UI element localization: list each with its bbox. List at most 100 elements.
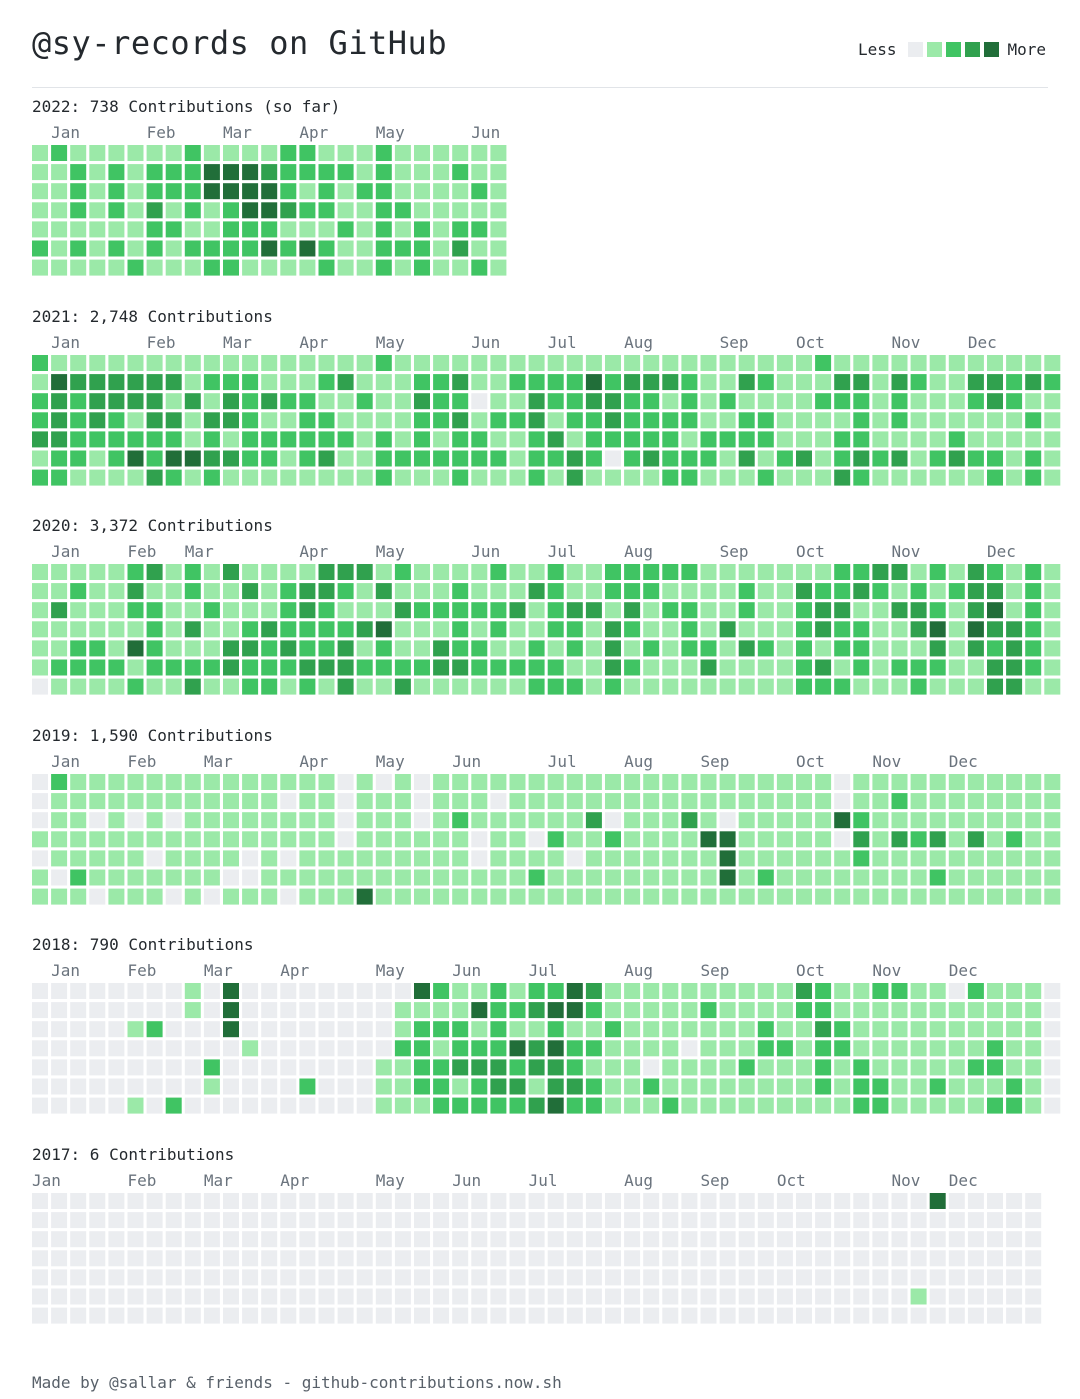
day-cell[interactable] (796, 1021, 812, 1038)
day-cell[interactable] (891, 469, 908, 486)
day-cell[interactable] (719, 811, 736, 828)
day-cell[interactable] (490, 430, 507, 447)
day-cell[interactable] (585, 1002, 602, 1019)
day-cell[interactable] (509, 1097, 526, 1114)
day-cell[interactable] (948, 1097, 965, 1114)
day-cell[interactable] (127, 1059, 144, 1076)
day-cell[interactable] (681, 1078, 698, 1095)
day-cell[interactable] (127, 869, 144, 885)
day-cell[interactable] (738, 659, 755, 676)
day-cell[interactable] (585, 678, 602, 695)
day-cell[interactable] (261, 1192, 278, 1209)
day-cell[interactable] (967, 773, 984, 790)
day-cell[interactable] (51, 811, 68, 828)
day-cell[interactable] (700, 564, 717, 580)
day-cell[interactable] (643, 1059, 660, 1076)
day-cell[interactable] (738, 1078, 755, 1095)
day-cell[interactable] (356, 811, 373, 828)
day-cell[interactable] (528, 792, 545, 809)
day-cell[interactable] (337, 602, 354, 619)
day-cell[interactable] (528, 564, 545, 580)
day-cell[interactable] (261, 983, 278, 999)
day-cell[interactable] (605, 773, 621, 790)
day-cell[interactable] (375, 354, 392, 371)
day-cell[interactable] (605, 640, 621, 657)
day-cell[interactable] (1025, 792, 1042, 809)
day-cell[interactable] (452, 164, 469, 181)
day-cell[interactable] (547, 678, 564, 695)
day-cell[interactable] (719, 1307, 736, 1324)
day-cell[interactable] (394, 1211, 411, 1228)
day-cell[interactable] (738, 583, 755, 600)
day-cell[interactable] (681, 1230, 698, 1247)
day-cell[interactable] (490, 621, 507, 638)
day-cell[interactable] (414, 888, 430, 905)
day-cell[interactable] (662, 1192, 679, 1209)
day-cell[interactable] (547, 773, 564, 790)
day-cell[interactable] (547, 1192, 564, 1209)
day-cell[interactable] (624, 392, 641, 409)
day-cell[interactable] (261, 469, 278, 486)
day-cell[interactable] (32, 145, 48, 161)
day-cell[interactable] (51, 888, 68, 905)
day-cell[interactable] (662, 792, 679, 809)
day-cell[interactable] (1025, 773, 1042, 790)
day-cell[interactable] (299, 373, 316, 390)
day-cell[interactable] (585, 869, 602, 885)
day-cell[interactable] (1006, 564, 1023, 580)
day-cell[interactable] (528, 373, 545, 390)
day-cell[interactable] (318, 202, 335, 219)
day-cell[interactable] (280, 564, 297, 580)
day-cell[interactable] (1025, 1002, 1042, 1019)
day-cell[interactable] (471, 869, 488, 885)
day-cell[interactable] (356, 640, 373, 657)
day-cell[interactable] (242, 869, 259, 885)
day-cell[interactable] (203, 450, 220, 466)
day-cell[interactable] (356, 202, 373, 219)
day-cell[interactable] (242, 1059, 259, 1076)
day-cell[interactable] (929, 640, 946, 657)
day-cell[interactable] (1025, 1249, 1042, 1266)
day-cell[interactable] (261, 621, 278, 638)
day-cell[interactable] (108, 430, 125, 447)
day-cell[interactable] (853, 1059, 870, 1076)
day-cell[interactable] (32, 1059, 48, 1076)
day-cell[interactable] (757, 430, 774, 447)
day-cell[interactable] (108, 1307, 125, 1324)
day-cell[interactable] (146, 1002, 163, 1019)
day-cell[interactable] (509, 849, 526, 866)
day-cell[interactable] (910, 773, 927, 790)
day-cell[interactable] (1025, 678, 1042, 695)
day-cell[interactable] (1044, 1097, 1061, 1114)
day-cell[interactable] (1044, 430, 1061, 447)
day-cell[interactable] (375, 583, 392, 600)
day-cell[interactable] (815, 1288, 832, 1304)
day-cell[interactable] (203, 1059, 220, 1076)
day-cell[interactable] (146, 240, 163, 257)
day-cell[interactable] (89, 773, 106, 790)
day-cell[interactable] (643, 983, 660, 999)
day-cell[interactable] (605, 888, 621, 905)
day-cell[interactable] (223, 145, 239, 161)
day-cell[interactable] (433, 183, 450, 200)
day-cell[interactable] (89, 849, 106, 866)
day-cell[interactable] (299, 221, 316, 238)
day-cell[interactable] (280, 450, 297, 466)
day-cell[interactable] (815, 678, 832, 695)
day-cell[interactable] (853, 811, 870, 828)
day-cell[interactable] (433, 430, 450, 447)
day-cell[interactable] (776, 1078, 793, 1095)
day-cell[interactable] (1044, 583, 1061, 600)
day-cell[interactable] (146, 1192, 163, 1209)
day-cell[interactable] (738, 640, 755, 657)
day-cell[interactable] (948, 678, 965, 695)
day-cell[interactable] (394, 221, 411, 238)
day-cell[interactable] (108, 792, 125, 809)
day-cell[interactable] (223, 773, 239, 790)
day-cell[interactable] (776, 1268, 793, 1285)
day-cell[interactable] (662, 564, 679, 580)
day-cell[interactable] (1025, 1078, 1042, 1095)
day-cell[interactable] (815, 869, 832, 885)
day-cell[interactable] (414, 811, 430, 828)
day-cell[interactable] (547, 430, 564, 447)
